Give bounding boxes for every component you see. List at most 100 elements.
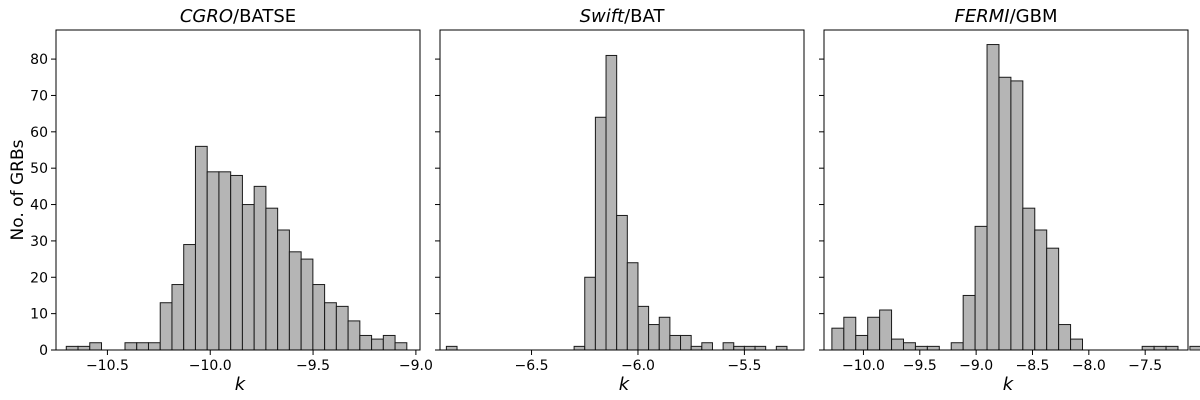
x-tick-label: −8.0: [1072, 358, 1106, 374]
x-tick-label: −8.5: [1015, 358, 1049, 374]
x-tick-label: −5.5: [727, 358, 761, 374]
histogram-bar: [136, 342, 149, 351]
x-axis-label: k: [235, 374, 247, 395]
panel-title: FERMI/GBM: [955, 6, 1058, 27]
histogram-bar: [669, 334, 682, 351]
histogram-bar: [230, 174, 243, 351]
histogram-bar: [288, 251, 302, 351]
x-tick-label: −10.0: [842, 358, 885, 374]
y-tick-label: 30: [30, 234, 48, 250]
panel-title-rest: /BAT: [624, 6, 665, 27]
histogram-bar: [831, 327, 845, 351]
histogram-bar: [998, 76, 1012, 351]
histogram-bar: [584, 276, 596, 351]
x-tick-label: −9.0: [399, 358, 433, 374]
x-tick-label: −9.5: [296, 358, 330, 374]
histogram-bar: [1153, 345, 1167, 351]
histogram-bar: [680, 334, 692, 351]
plot-frame: [823, 29, 1189, 351]
histogram-bar: [867, 316, 881, 351]
x-axis-label: k: [1003, 374, 1015, 395]
y-tick-label: 10: [30, 307, 48, 323]
histogram-bar: [300, 258, 314, 351]
histogram-bar: [253, 185, 267, 351]
histogram-bar: [605, 54, 618, 351]
panel-title-italic: FERMI: [955, 6, 1010, 27]
histogram-bar: [843, 316, 857, 351]
histogram-bar: [743, 345, 756, 351]
histogram-bar: [218, 171, 232, 351]
histogram-bar: [445, 345, 458, 351]
histogram-bar: [124, 342, 138, 351]
histogram-bar: [914, 345, 928, 351]
panel-title-italic: CGRO: [180, 6, 233, 27]
histogram-bar: [950, 342, 964, 351]
histogram-bar: [171, 284, 185, 351]
histogram-bar: [1010, 80, 1024, 351]
histogram-bar: [690, 345, 703, 351]
histogram-bar: [1046, 247, 1060, 351]
histogram-bar: [926, 345, 940, 351]
x-tick-label: −7.5: [1128, 358, 1162, 374]
panel-title-rest: /GBM: [1010, 6, 1058, 27]
histogram-bar: [1165, 345, 1179, 351]
histogram-bar: [986, 44, 1000, 351]
histogram-bar: [1034, 229, 1048, 351]
histogram-bar: [265, 207, 279, 351]
histogram-bar: [902, 342, 916, 351]
histogram-bar: [89, 342, 103, 351]
panel-title-italic: Swift: [580, 6, 625, 27]
panel-title: CGRO/BATSE: [180, 6, 296, 27]
y-tick-label: 20: [30, 270, 48, 286]
histogram-bar: [394, 342, 408, 351]
histogram-bar: [626, 262, 639, 351]
histogram-bar: [733, 345, 745, 351]
histogram-bar: [159, 302, 173, 351]
histogram-bar: [594, 116, 607, 351]
histogram-bar: [573, 345, 586, 351]
histogram-bar: [65, 345, 79, 351]
histogram-bar: [382, 334, 396, 351]
histogram-bar: [855, 334, 869, 351]
plot-frame: [55, 29, 421, 351]
x-tick-label: −10.5: [86, 358, 129, 374]
x-tick-label: −6.5: [515, 358, 549, 374]
histogram-bar: [1189, 345, 1200, 351]
histogram-bar: [1070, 338, 1084, 351]
histogram-bar: [347, 320, 361, 351]
histogram-bar: [335, 305, 349, 351]
y-tick-label: 80: [30, 52, 48, 68]
panel-title: Swift/BAT: [580, 6, 666, 27]
histogram-panel-1: −10.5 −10.0 −9.5 −9.0 0 10 20 30 40 50 60 70 80 CGRO/…: [30, 6, 433, 395]
histogram-bar: [183, 244, 196, 351]
x-axis-label: k: [619, 374, 631, 395]
histogram-bar: [77, 345, 91, 351]
y-tick-label: 60: [30, 125, 48, 141]
histogram-bar: [962, 294, 976, 351]
histogram-bar: [637, 305, 650, 351]
histogram-bar: [1141, 345, 1155, 351]
y-axis-label: No. of GRBs: [8, 139, 28, 240]
histogram-bar: [648, 324, 660, 351]
histogram-bar: [1022, 207, 1036, 351]
histogram-bar: [277, 229, 290, 351]
x-tick-label: −9.0: [959, 358, 993, 374]
histogram-bar: [701, 342, 713, 351]
y-tick-label: 50: [30, 161, 48, 177]
x-tick-label: −6.0: [621, 358, 655, 374]
panel-title-rest: /BATSE: [233, 6, 296, 27]
histogram-bar: [147, 342, 161, 351]
histogram-bar: [206, 171, 220, 351]
histogram-bar: [974, 225, 988, 351]
histogram-bar: [616, 214, 628, 351]
histogram-bar: [194, 145, 208, 351]
histogram-bar: [371, 338, 384, 351]
histogram-bar: [324, 302, 337, 351]
histogram-panel-3: −10.0 −9.5 −9.0 −8.5 −8.0 −7.5 FERMI/GBM k: [819, 6, 1200, 395]
histogram-bar: [775, 345, 788, 351]
y-tick-label: 40: [30, 198, 48, 214]
y-tick-label: 70: [30, 88, 48, 104]
histogram-bar: [359, 334, 373, 351]
histogram-bar: [1058, 324, 1072, 351]
